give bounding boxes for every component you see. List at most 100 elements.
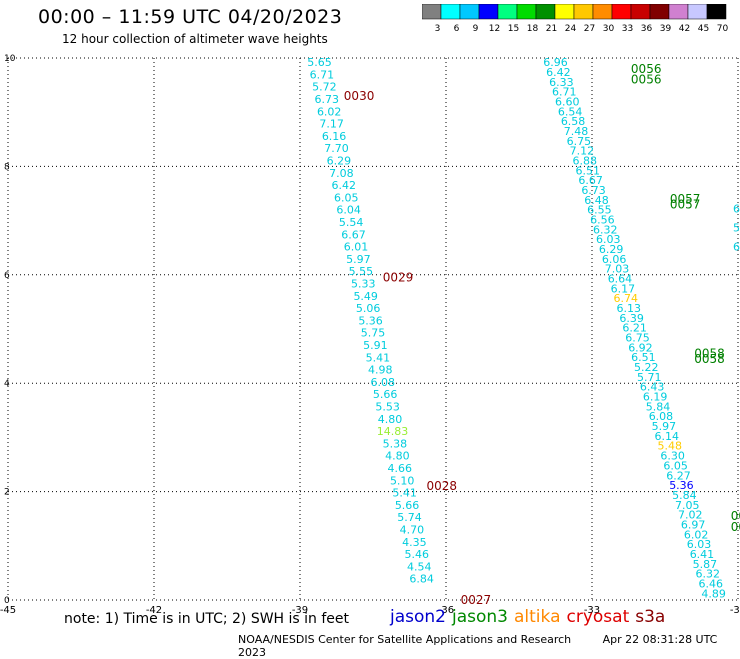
units-note: note: 1) Time is in UTC; 2) SWH is in fe… [64,611,350,627]
swh-value: 5.36 [358,314,383,327]
swh-value: 6.43 [640,381,665,394]
swh-value: 6.71 [310,68,335,81]
swh-value: 6.67 [578,174,603,187]
swh-value: 6.48 [584,194,609,207]
swh-value: 6.06 [602,253,627,266]
scale-label: 24 [565,24,577,34]
swh-value: 4.89 [701,587,726,600]
swh-value: 7.17 [319,118,344,131]
time-label: 0057 [670,197,701,211]
swh-value: 6.42 [546,66,571,79]
scale-swatch [706,4,727,20]
x-tick-label: -45 [0,605,16,616]
swh-value: 5.41 [366,351,391,364]
swh-value: 14.83 [377,425,409,438]
swh-value: 6.67 [341,228,366,241]
time-label: 0056 [631,62,662,76]
scale-label: 15 [508,24,519,34]
swh-value: 4.80 [385,450,410,463]
scale-label: 18 [527,24,539,34]
swh-value: 5.84 [672,489,697,502]
swh-value: 6.05 [663,459,688,472]
scale-label: 45 [698,24,709,34]
swh-value: 7.70 [324,142,349,155]
x-tick-label: -33 [584,605,600,616]
scale-label: 12 [489,24,500,34]
x-tick-label: -42 [146,605,162,616]
swh-value: 6.75 [567,135,592,148]
swh-value: 5.33 [351,277,376,290]
swh-value: 5.55 [349,265,374,278]
x-tick-label: -36 [438,605,454,616]
swh-value: 6.54 [558,105,583,118]
time-label: 0030 [344,89,375,103]
y-tick-label: 0 [4,596,10,606]
scale-label: 39 [660,24,672,34]
swh-value: 5. [733,221,740,234]
swh-value: 6.16 [322,130,347,143]
swh-value: 4.98 [368,364,393,377]
swh-value: 6.30 [660,450,685,463]
swh-value: 6.73 [581,184,606,197]
swh-value: 6.02 [684,528,709,541]
chart-title: 00:00 – 11:59 UTC 04/20/2023 [38,6,343,28]
swh-value: 6.92 [628,341,653,354]
swh-value: 6.46 [698,577,723,590]
swh-value: 4.35 [402,536,427,549]
scale-label: 36 [641,24,653,34]
swh-value: 6.08 [649,410,674,423]
swh-value: 5.97 [346,253,371,266]
swh-value: 5.46 [405,548,430,561]
scale-label: 30 [603,24,615,34]
swh-value: 6.03 [596,233,621,246]
swh-value: 6.71 [552,86,577,99]
swh-value: 6.14 [655,430,680,443]
swh-value: 7.08 [329,167,354,180]
swh-value: 7.05 [675,499,700,512]
swh-value: 6.29 [327,155,352,168]
swh-value: 5.66 [395,499,420,512]
time-label: 0029 [383,271,414,285]
swh-value: 5.53 [375,400,400,413]
swh-value: 6.60 [555,95,580,108]
swh-value: 5.71 [637,371,662,384]
swh-value: 5.48 [657,440,682,453]
swh-value: 6.32 [696,568,721,581]
swh-value: 5.38 [383,437,408,450]
time-label: 0056 [631,73,662,87]
swh-value: 6.64 [608,273,633,286]
time-label: 0028 [427,479,458,493]
swh-value: 6.05 [334,191,359,204]
y-tick-label: 10 [4,54,16,64]
swh-value: 5.66 [373,388,398,401]
swh-value: 6.13 [616,302,641,315]
swh-value: 6. [733,240,740,253]
swh-value: 7.48 [564,125,589,138]
swh-value: 6.74 [614,292,639,305]
swh-value: 6.21 [622,322,647,335]
scale-label: 21 [546,24,557,34]
swh-value: 6. [733,202,740,215]
swh-value: 4.70 [400,523,425,536]
swh-value: 6.84 [409,573,434,586]
chart-subtitle: 12 hour collection of altimeter wave hei… [62,32,328,46]
swh-value: 5.41 [392,487,417,500]
swh-value: 6.56 [590,214,615,227]
swh-value: 6.97 [681,518,706,531]
satellite-legend: jason2 jason3 altika cryosat s3a [390,607,671,627]
swh-value: 6.75 [625,332,650,345]
swh-value: 5.10 [390,474,415,487]
swh-value: 7.03 [605,263,630,276]
swh-value: 6.04 [336,204,361,217]
swh-value: 6.41 [690,548,715,561]
y-tick-label: 8 [4,162,10,172]
swh-value: 6.08 [370,376,395,389]
swh-value: 6.73 [315,93,340,106]
swh-value: 4.54 [407,560,432,573]
swh-value: 6.33 [549,76,574,89]
swh-value: 6.17 [611,282,636,295]
time-label: 0058 [694,352,725,366]
footer-source: NOAA/NESDIS Center for Satellite Applica… [238,633,572,646]
